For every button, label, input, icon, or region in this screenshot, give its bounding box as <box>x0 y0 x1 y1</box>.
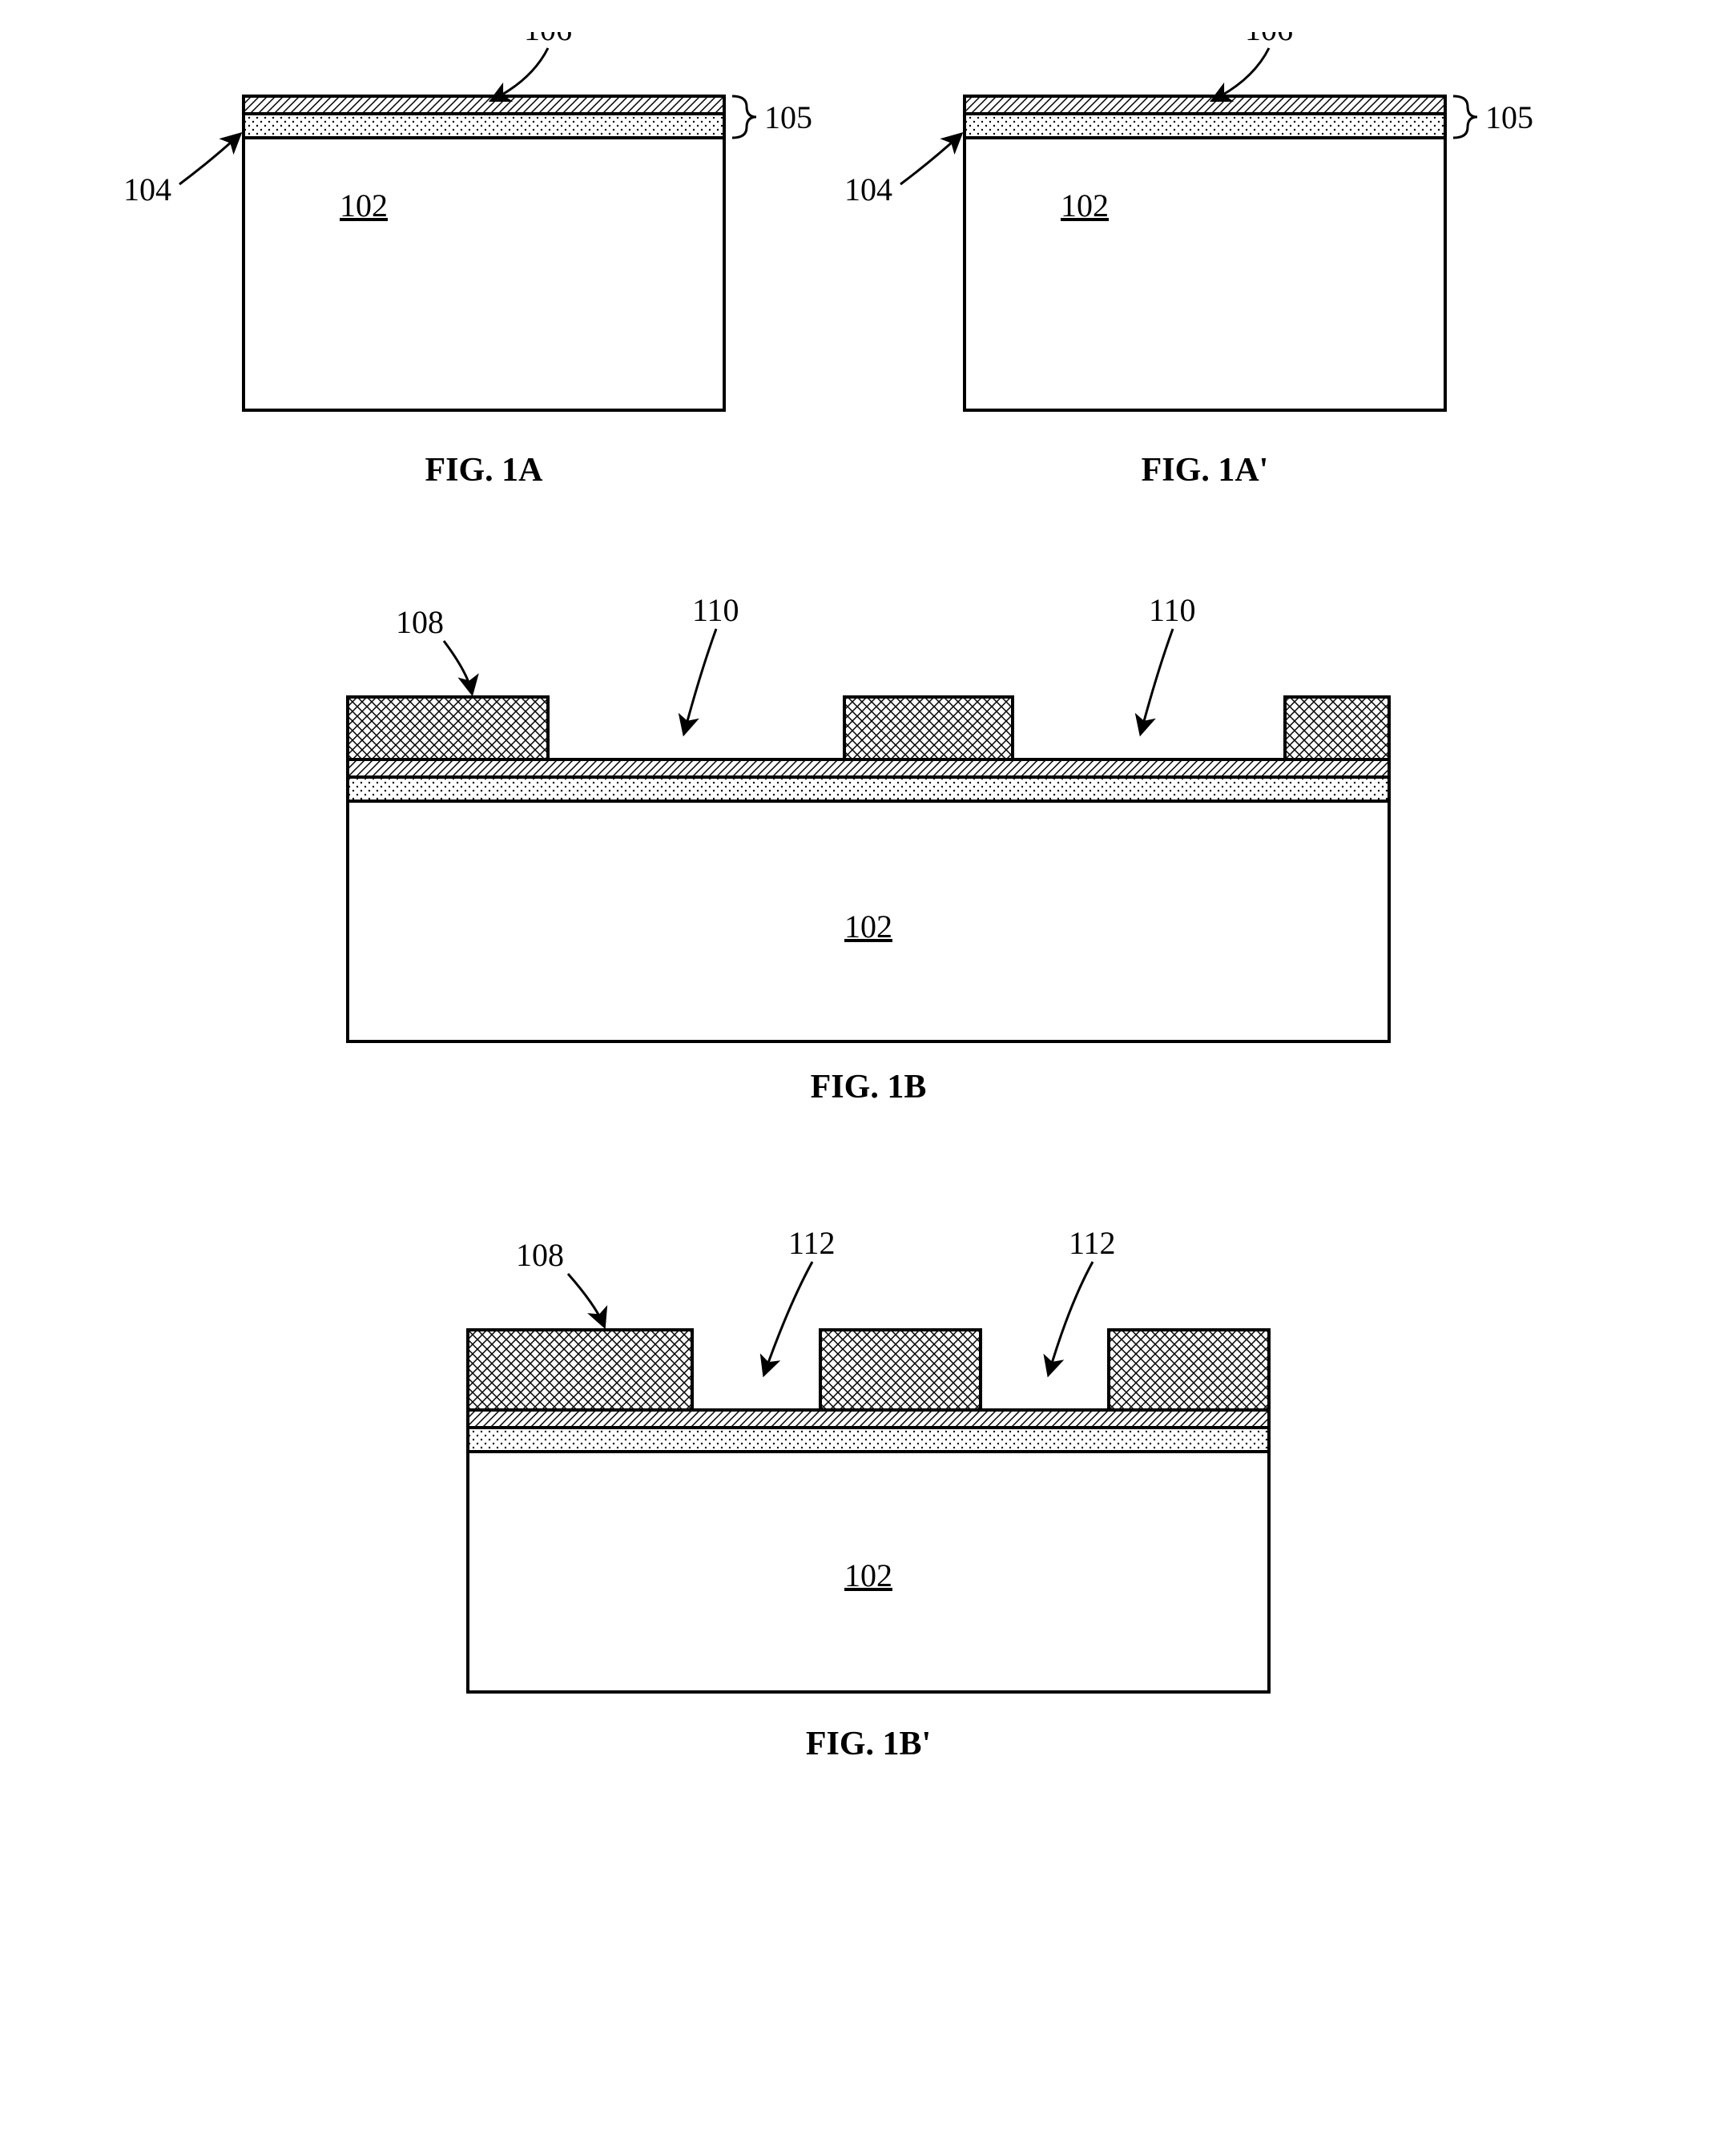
substrate-102 <box>244 138 724 410</box>
brace-105 <box>1453 96 1477 138</box>
label-102: 102 <box>844 908 892 945</box>
layer-dotted-104 <box>244 114 724 138</box>
label-108: 108 <box>396 604 444 640</box>
label-108: 108 <box>516 1237 564 1273</box>
layer-dotted-104 <box>965 114 1445 138</box>
label-102: 102 <box>844 1557 892 1593</box>
mask-108-2 <box>844 697 1013 759</box>
label-106: 106 <box>1245 32 1293 47</box>
arrow-104 <box>179 135 240 184</box>
arrow-112-2 <box>1049 1262 1093 1374</box>
label-110-1: 110 <box>692 592 739 628</box>
mask-108-1 <box>348 697 548 759</box>
arrow-106 <box>1213 48 1269 100</box>
arrow-104 <box>900 135 961 184</box>
label-112-2: 112 <box>1069 1225 1116 1261</box>
brace-105 <box>732 96 756 138</box>
label-105: 105 <box>1485 99 1533 135</box>
layer-dotted <box>468 1428 1269 1452</box>
label-104: 104 <box>123 171 171 207</box>
label-102: 102 <box>1061 187 1109 224</box>
arrow-112-1 <box>764 1262 812 1374</box>
label-110-2: 110 <box>1149 592 1196 628</box>
mask-108-3 <box>1285 697 1389 759</box>
label-106: 106 <box>524 32 572 47</box>
mask-108-3 <box>1109 1330 1269 1410</box>
arrow-108 <box>568 1274 604 1326</box>
caption-fig1Bp: FIG. 1B' <box>805 1726 930 1762</box>
caption-fig1Ap: FIG. 1A' <box>1141 452 1268 489</box>
substrate-102 <box>965 138 1445 410</box>
fig-1Ap: 102 106 105 104 <box>844 32 1533 410</box>
arrow-108 <box>444 641 472 693</box>
arrow-106 <box>492 48 548 100</box>
arrow-110-2 <box>1141 629 1173 733</box>
layer-diag <box>348 759 1389 777</box>
caption-fig1A: FIG. 1A <box>425 452 543 489</box>
layer-diag <box>468 1410 1269 1428</box>
layer-diag-106 <box>244 96 724 114</box>
layer-dotted <box>348 777 1389 801</box>
label-102: 102 <box>340 187 388 224</box>
label-104: 104 <box>844 171 892 207</box>
figure-sheet: 102 106 105 104 FIG. 1A 102 106 105 104 … <box>67 32 1670 2075</box>
fig-1Bp: 102 108 112 112 <box>468 1225 1269 1692</box>
layer-diag-106 <box>965 96 1445 114</box>
caption-fig1B: FIG. 1B <box>810 1069 926 1106</box>
mask-108-1 <box>468 1330 692 1410</box>
fig-1B: 102 108 110 110 <box>348 592 1389 1041</box>
label-112-1: 112 <box>788 1225 836 1261</box>
fig-1A: 102 106 105 104 <box>123 32 812 410</box>
label-105: 105 <box>764 99 812 135</box>
mask-108-2 <box>820 1330 981 1410</box>
arrow-110-1 <box>684 629 716 733</box>
